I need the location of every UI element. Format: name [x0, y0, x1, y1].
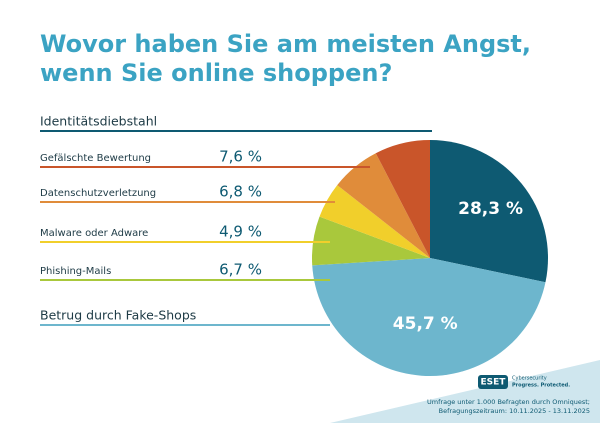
chart-title: Wovor haben Sie am meisten Angst, [40, 30, 531, 58]
footnote: Umfrage unter 1.000 Befragten durch Omni… [427, 398, 590, 406]
legend-label: Gefälschte Bewertung [40, 153, 151, 164]
value-label: 28,3 % [458, 199, 523, 219]
legend-label: Identitätsdiebstahl [40, 114, 157, 129]
legend-label: Datenschutzverletzung [40, 188, 156, 199]
legend-label: Malware oder Adware [40, 228, 148, 239]
logo-box [478, 375, 508, 389]
value-label: 4,9 % [219, 223, 262, 241]
legend-label: Betrug durch Fake-Shops [40, 308, 196, 323]
value-label: 45,7 % [393, 314, 458, 334]
value-label: 6,8 % [219, 183, 262, 201]
value-label: 7,6 % [219, 148, 262, 166]
value-label: 6,7 % [219, 261, 262, 279]
pie-slice [319, 185, 430, 258]
logo-tagline: Cybersecurity [512, 376, 547, 382]
pie-slice [312, 216, 430, 266]
chart-title: wenn Sie online shoppen? [40, 59, 392, 87]
legend-label: Phishing-Mails [40, 266, 111, 277]
pie-slice [430, 140, 548, 283]
footer-band [330, 360, 600, 423]
logo-tagline: Progress. Protected. [512, 383, 570, 389]
logo-brand: ESET [481, 378, 507, 388]
pie-slice [312, 258, 546, 376]
pie-slice [337, 153, 430, 258]
footnote: Befragungszeitraum: 10.11.2025 - 13.11.2… [439, 407, 590, 415]
pie-slice [375, 140, 430, 258]
